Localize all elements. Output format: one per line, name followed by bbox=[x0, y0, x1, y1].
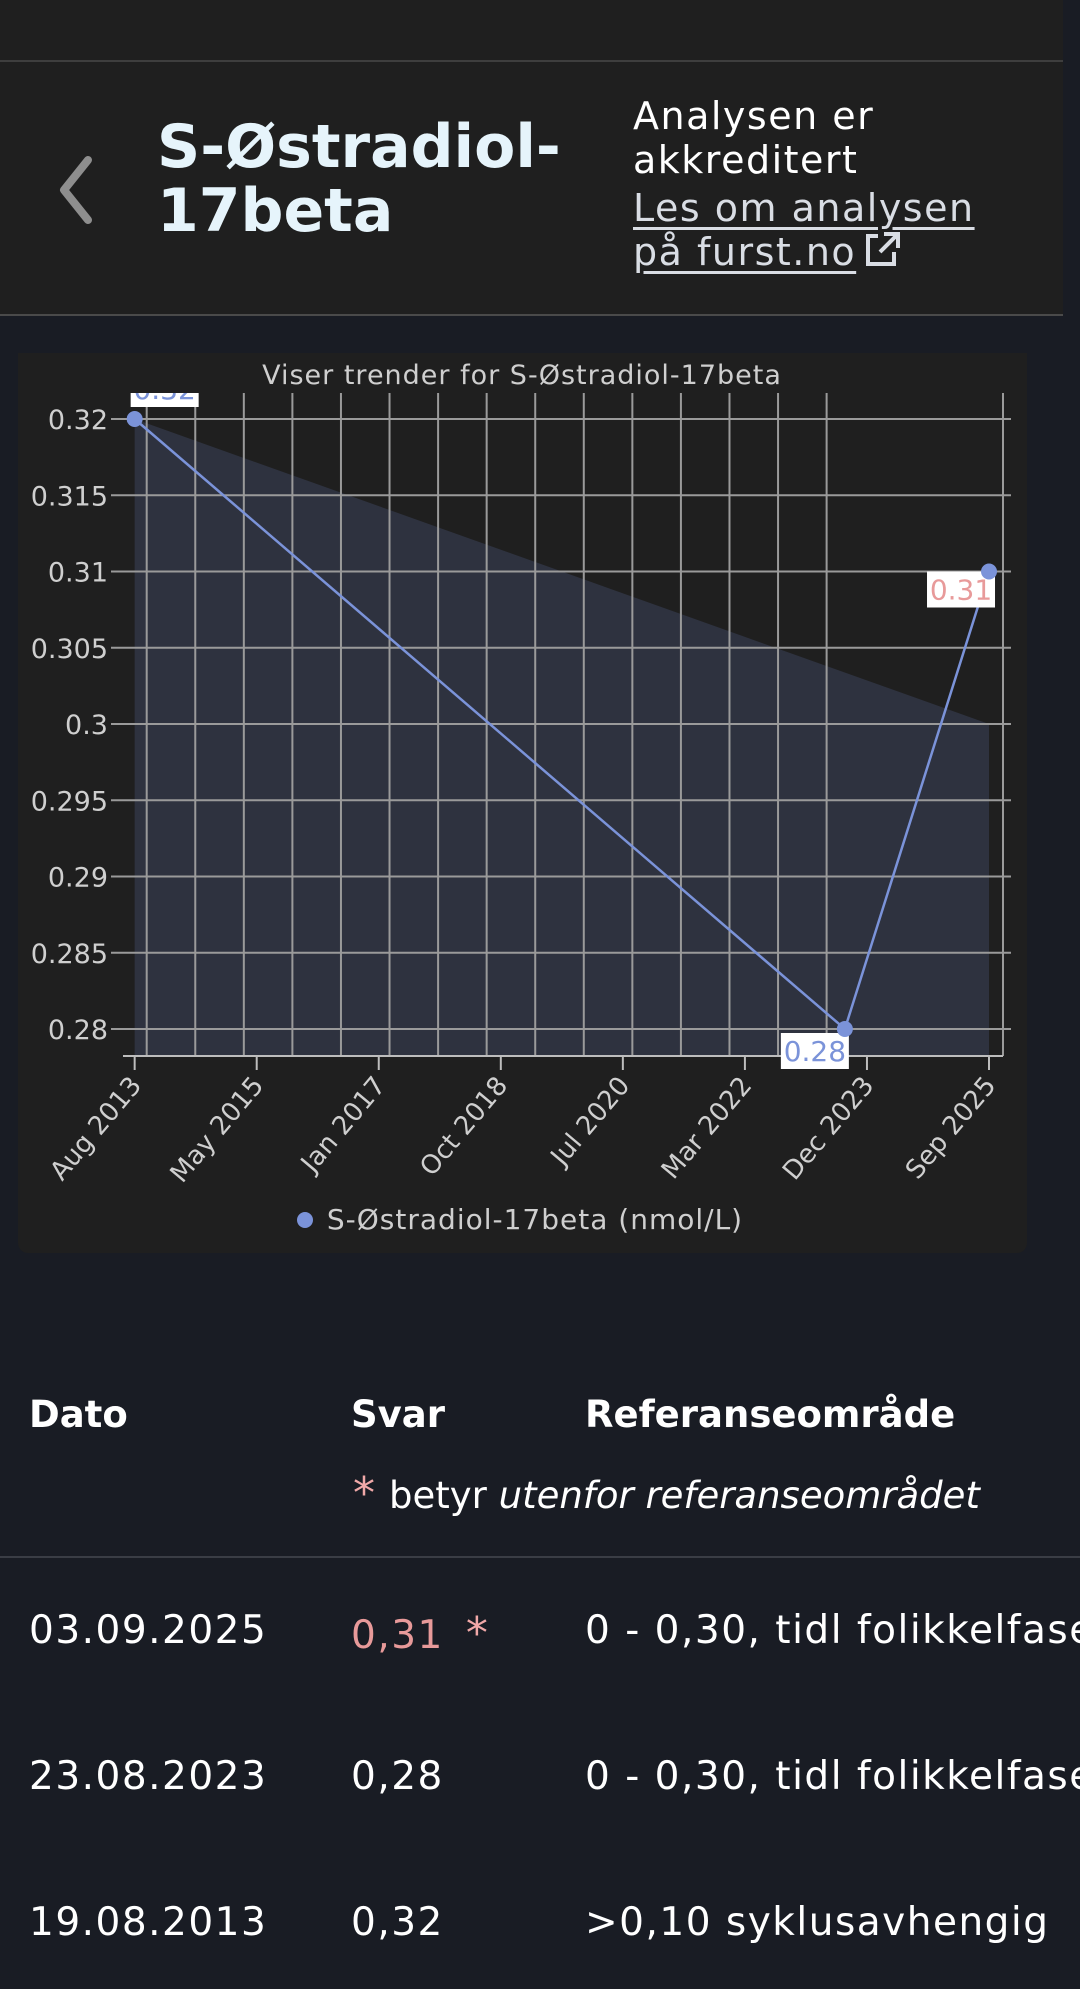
asterisk-marker: * bbox=[353, 1468, 375, 1519]
x-tick-label: Aug 2013 bbox=[45, 1071, 148, 1186]
row-value: 0,31 * bbox=[351, 1608, 489, 1659]
chart-legend: S-Østradiol-17beta (nmol/L) bbox=[0, 1203, 1040, 1236]
external-link-icon bbox=[862, 230, 902, 277]
data-label-background bbox=[780, 1033, 849, 1069]
x-tick-label: May 2015 bbox=[165, 1071, 270, 1188]
y-tick-label: 0.305 bbox=[31, 634, 108, 665]
trend-chart-svg: 0.32 0.315 0.31 0.305 0.3 0.295 0.29 0.285 0.28 A… bbox=[18, 353, 1027, 1189]
note-text: betyr bbox=[389, 1474, 487, 1517]
row-date: 03.09.2025 bbox=[29, 1608, 268, 1653]
row-value: 0,32 bbox=[351, 1900, 444, 1945]
out-of-range-note: * betyr utenfor referanseområdet bbox=[353, 1468, 980, 1519]
data-label: 0.31 bbox=[930, 574, 992, 607]
y-tick-label: 0.29 bbox=[48, 863, 108, 894]
column-header-reference: Referanseområde bbox=[585, 1393, 956, 1436]
page-header bbox=[0, 62, 1063, 316]
row-value-text: 0,31 bbox=[351, 1613, 444, 1658]
y-tick-label: 0.295 bbox=[31, 786, 108, 817]
x-tick-label: Jan 2017 bbox=[294, 1071, 392, 1180]
table-divider bbox=[0, 1556, 1080, 1558]
data-point bbox=[836, 1021, 853, 1037]
data-point bbox=[126, 411, 143, 427]
row-value: 0,28 bbox=[351, 1754, 444, 1799]
asterisk-marker: * bbox=[465, 1608, 490, 1659]
data-label: 0.28 bbox=[784, 1035, 846, 1068]
x-tick-label: Sep 2025 bbox=[900, 1071, 1002, 1185]
y-tick-label: 0.32 bbox=[48, 405, 108, 436]
y-tick-label: 0.3 bbox=[65, 710, 108, 741]
row-reference: >0,10 syklusavhengig bbox=[585, 1900, 1050, 1945]
y-tick-label: 0.31 bbox=[48, 558, 108, 589]
analysis-info-link[interactable]: Les om analysen på furst.no bbox=[633, 186, 993, 277]
analysis-info-link-label: Les om analysen på furst.no bbox=[633, 186, 975, 274]
x-tick-label: Dec 2023 bbox=[777, 1071, 880, 1186]
y-tick-label: 0.315 bbox=[31, 481, 108, 512]
column-header-value: Svar bbox=[351, 1393, 445, 1436]
row-reference: 0 - 0,30, tidl folikkelfase bbox=[585, 1754, 1080, 1799]
row-reference: 0 - 0,30, tidl folikkelfase bbox=[585, 1608, 1080, 1653]
chart-title: Viser trender for S-Østradiol-17beta bbox=[262, 360, 782, 391]
top-bar bbox=[0, 0, 1063, 62]
data-label-background bbox=[927, 571, 996, 608]
legend-marker bbox=[296, 1212, 313, 1228]
edge-strip bbox=[1063, 0, 1080, 1253]
back-button[interactable] bbox=[50, 150, 110, 230]
x-tick-label: Mar 2022 bbox=[656, 1071, 758, 1185]
column-header-date: Dato bbox=[29, 1393, 128, 1436]
y-tick-label: 0.28 bbox=[48, 1015, 108, 1046]
x-tick-label: Jul 2020 bbox=[544, 1071, 636, 1173]
page-title: S-Østradiol-17beta bbox=[157, 112, 561, 246]
chart-header-bg bbox=[18, 353, 1027, 393]
data-point bbox=[981, 563, 998, 580]
reference-band bbox=[134, 419, 990, 1056]
note-text-italic: utenfor referanseområdet bbox=[498, 1474, 980, 1517]
row-date: 19.08.2013 bbox=[29, 1900, 268, 1945]
y-tick-label: 0.285 bbox=[31, 939, 108, 970]
chevron-left-icon bbox=[60, 156, 92, 224]
x-tick-label: Oct 2018 bbox=[414, 1071, 514, 1182]
row-date: 23.08.2023 bbox=[29, 1754, 268, 1799]
legend-label: S-Østradiol-17beta (nmol/L) bbox=[326, 1203, 744, 1236]
trend-chart: 0.32 0.315 0.31 0.305 0.3 0.295 0.29 0.285 0.28 A… bbox=[18, 353, 1027, 1253]
accreditation-text: Analysen er akkreditert bbox=[633, 94, 875, 182]
